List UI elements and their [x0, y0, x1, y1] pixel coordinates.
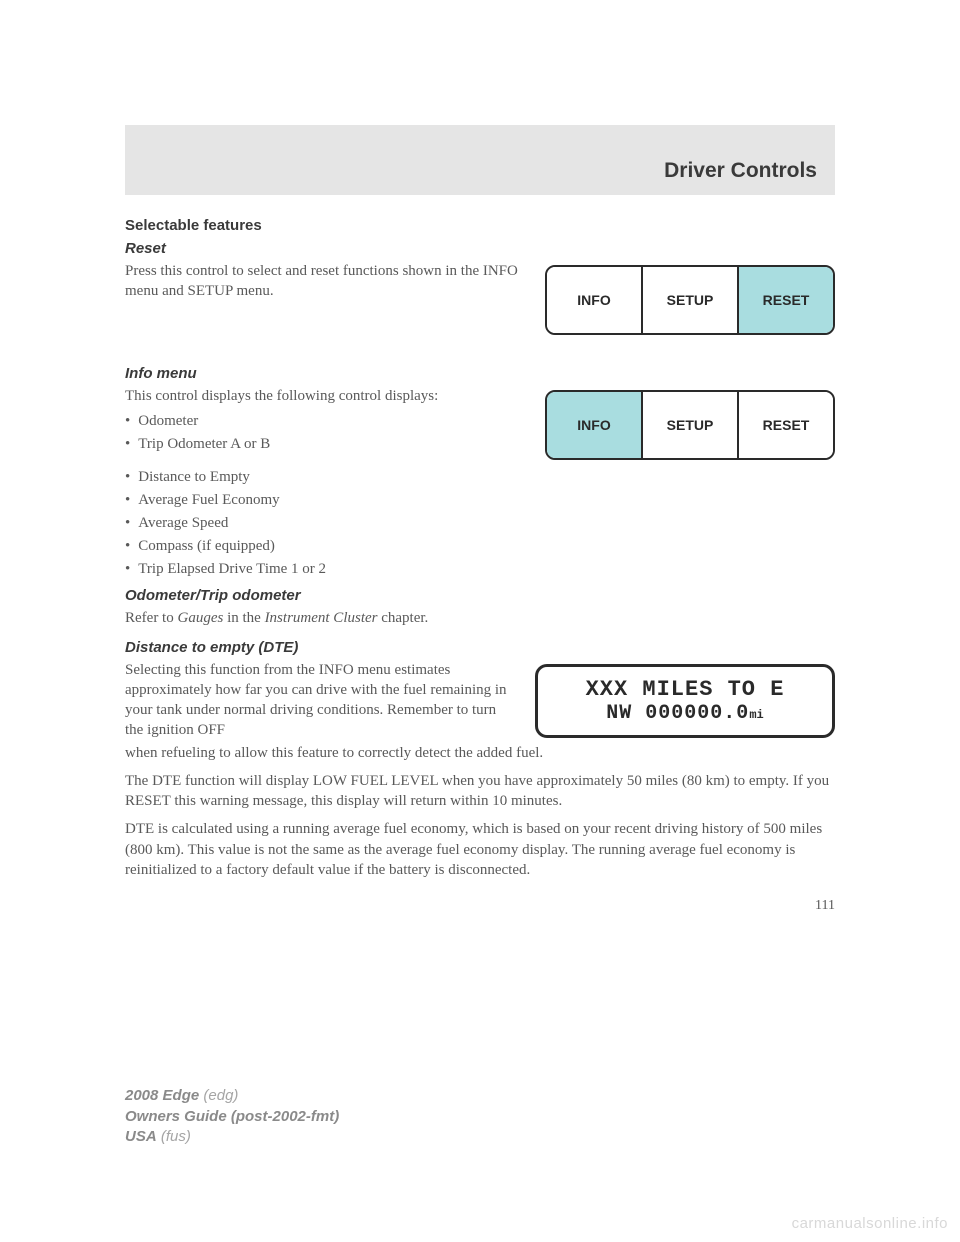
dte-p3: DTE is calculated using a running averag…	[125, 819, 835, 880]
footer-model: 2008 Edge	[125, 1087, 199, 1104]
button-panel: INFO SETUP RESET	[545, 265, 835, 335]
lcd-display: XXX MILES TO E NW 000000.0mi	[535, 664, 835, 738]
page-number: 111	[125, 898, 835, 914]
info-bullet-list-cont: Distance to Empty Average Fuel Economy A…	[125, 466, 835, 581]
footer-region-code: (fus)	[157, 1128, 191, 1145]
text: in the	[223, 610, 264, 626]
reset-button[interactable]: RESET	[739, 392, 833, 458]
list-item: Odometer	[125, 410, 527, 433]
list-item: Average Fuel Economy	[125, 489, 835, 512]
lcd-value: NW 000000.0	[606, 702, 749, 725]
footer-line-1: 2008 Edge (edg)	[125, 1086, 339, 1106]
heading-odometer: Odometer/Trip odometer	[125, 587, 835, 604]
info-button[interactable]: INFO	[547, 392, 643, 458]
page-title: Driver Controls	[664, 159, 817, 183]
footer-line-2: Owners Guide (post-2002-fmt)	[125, 1107, 339, 1127]
reset-row: Press this control to select and reset f…	[125, 261, 835, 335]
dte-lcd: XXX MILES TO E NW 000000.0mi	[535, 660, 835, 738]
button-panel: INFO SETUP RESET	[545, 390, 835, 460]
heading-selectable: Selectable features	[125, 217, 835, 234]
manual-page: Driver Controls Selectable features Rese…	[0, 0, 960, 914]
lcd-unit: mi	[749, 708, 763, 722]
spacer	[125, 337, 835, 359]
list-item: Trip Elapsed Drive Time 1 or 2	[125, 558, 835, 581]
reset-text: Press this control to select and reset f…	[125, 261, 527, 302]
text-italic: Instrument Cluster	[265, 610, 378, 626]
heading-reset: Reset	[125, 240, 835, 257]
footer-line-3: USA (fus)	[125, 1127, 339, 1147]
reset-button-panel: INFO SETUP RESET	[545, 261, 835, 335]
info-row: This control displays the following cont…	[125, 386, 835, 462]
list-item: Trip Odometer A or B	[125, 433, 527, 456]
lcd-line-1: XXX MILES TO E	[552, 677, 818, 702]
setup-button[interactable]: SETUP	[643, 267, 739, 333]
heading-info-menu: Info menu	[125, 365, 835, 382]
odometer-text: Refer to Gauges in the Instrument Cluste…	[125, 608, 835, 628]
header-bar: Driver Controls	[125, 125, 835, 195]
dte-row: Selecting this function from the INFO me…	[125, 660, 835, 741]
info-text: This control displays the following cont…	[125, 386, 527, 406]
info-button[interactable]: INFO	[547, 267, 643, 333]
lcd-line-2: NW 000000.0mi	[552, 702, 818, 725]
dte-p1b: when refueling to allow this feature to …	[125, 743, 835, 763]
dte-p2: The DTE function will display LOW FUEL L…	[125, 771, 835, 812]
watermark: carmanualsonline.info	[792, 1215, 948, 1232]
footer-block: 2008 Edge (edg) Owners Guide (post-2002-…	[125, 1086, 339, 1147]
text: chapter.	[377, 610, 428, 626]
list-item: Compass (if equipped)	[125, 535, 835, 558]
info-bullet-list: Odometer Trip Odometer A or B	[125, 410, 527, 456]
text: Refer to	[125, 610, 177, 626]
info-left: This control displays the following cont…	[125, 386, 527, 462]
footer-region: USA	[125, 1128, 157, 1145]
setup-button[interactable]: SETUP	[643, 392, 739, 458]
footer-guide: Owners Guide (post-2002-fmt)	[125, 1108, 339, 1125]
text-italic: Gauges	[177, 610, 223, 626]
footer-code: (edg)	[199, 1087, 238, 1104]
info-button-panel: INFO SETUP RESET	[545, 386, 835, 460]
heading-dte: Distance to empty (DTE)	[125, 639, 835, 656]
list-item: Distance to Empty	[125, 466, 835, 489]
reset-button[interactable]: RESET	[739, 267, 833, 333]
list-item: Average Speed	[125, 512, 835, 535]
dte-p1: Selecting this function from the INFO me…	[125, 660, 517, 741]
